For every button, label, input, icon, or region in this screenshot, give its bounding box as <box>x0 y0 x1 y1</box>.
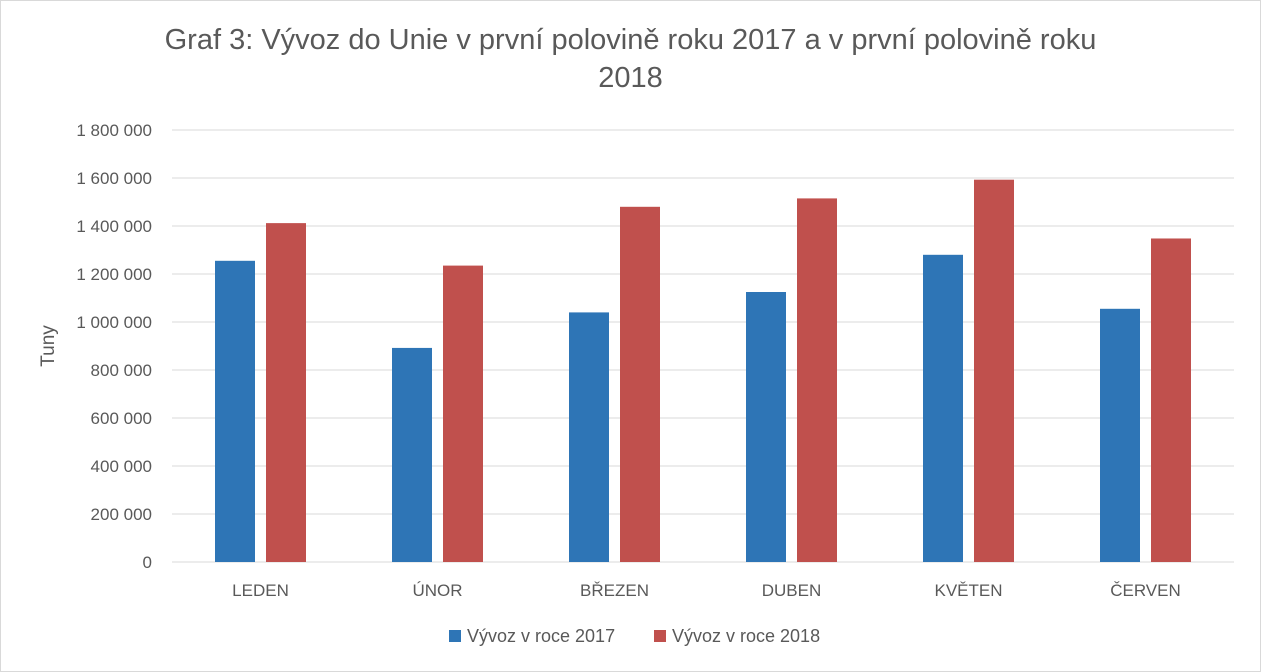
bar-2017-1 <box>392 347 432 562</box>
x-tick-label: KVĚTEN <box>934 581 1002 600</box>
x-tick-label: BŘEZEN <box>580 581 649 600</box>
x-tick-label: DUBEN <box>762 581 822 600</box>
y-tick-label: 1 600 000 <box>76 169 152 188</box>
y-tick-label: 1 000 000 <box>76 313 152 332</box>
y-tick-label: 600 000 <box>91 409 152 428</box>
legend-label: Vývoz v roce 2017 <box>467 626 615 646</box>
legend: Vývoz v roce 2017 Vývoz v roce 2018 <box>449 626 820 646</box>
y-tick-label: 800 000 <box>91 361 152 380</box>
y-tick-label: 0 <box>143 553 152 572</box>
y-tick-label: 1 400 000 <box>76 217 152 236</box>
chart-title: Graf 3: Vývoz do Unie v první polovině r… <box>1 21 1260 97</box>
y-tick-label: 1 200 000 <box>76 265 152 284</box>
y-axis-title: Tuny <box>38 325 59 367</box>
bar-2017-5 <box>1100 308 1140 562</box>
bar-2018-1 <box>443 265 483 562</box>
bar-2018-5 <box>1151 238 1191 563</box>
bar-2018-2 <box>620 206 660 563</box>
bar-2018-4 <box>974 179 1014 562</box>
y-tick-label: 200 000 <box>91 505 152 524</box>
y-tick-label: 400 000 <box>91 457 152 476</box>
bars <box>215 179 1191 563</box>
legend-swatch <box>654 630 666 642</box>
bar-2017-2 <box>569 312 609 562</box>
chart-title-line-1: Graf 3: Vývoz do Unie v první polovině r… <box>164 24 1097 56</box>
x-tick-label: LEDEN <box>232 581 289 600</box>
legend-label: Vývoz v roce 2018 <box>672 626 820 646</box>
bar-2018-3 <box>797 198 837 562</box>
y-axis-tick-labels: 0 200 000 400 000 600 000 800 000 1 000 000 1 … <box>76 121 152 572</box>
bar-2018-0 <box>266 223 306 562</box>
chart-title-line-2: 2018 <box>598 62 663 94</box>
bar-2017-3 <box>746 292 786 562</box>
y-tick-label: 1 800 000 <box>76 121 152 140</box>
x-tick-label: ČERVEN <box>1110 581 1181 600</box>
bar-2017-0 <box>215 260 255 562</box>
legend-swatch <box>449 630 461 642</box>
x-axis-tick-labels: LEDEN ÚNOR BŘEZEN DUBEN KVĚTEN ČERVEN <box>232 581 1181 600</box>
x-tick-label: ÚNOR <box>412 581 462 600</box>
gridlines <box>172 129 1234 563</box>
bar-2017-4 <box>923 254 963 563</box>
